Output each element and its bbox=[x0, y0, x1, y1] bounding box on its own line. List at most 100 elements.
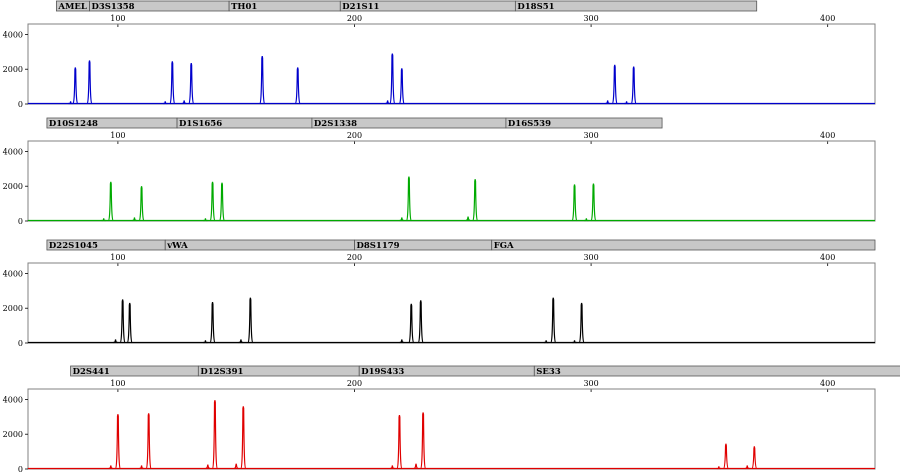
x-tick-label: 300 bbox=[583, 379, 598, 388]
plot-frame bbox=[27, 140, 876, 222]
plot-frame bbox=[27, 262, 876, 344]
x-tick-label: 200 bbox=[347, 131, 362, 140]
peak bbox=[465, 216, 471, 222]
marker-label: D3S1358 bbox=[92, 2, 135, 12]
plot-frame bbox=[27, 388, 876, 470]
marker-label: D12S391 bbox=[200, 367, 243, 377]
peak bbox=[472, 179, 478, 222]
peak bbox=[590, 183, 597, 222]
peak bbox=[119, 299, 126, 344]
x-tick-label: 100 bbox=[110, 253, 125, 262]
y-tick-label: 4000 bbox=[3, 395, 23, 404]
peak bbox=[86, 60, 93, 105]
marker-label: D21S11 bbox=[342, 2, 379, 12]
x-tick-label: 400 bbox=[820, 253, 835, 262]
x-tick-label: 300 bbox=[583, 131, 598, 140]
peak bbox=[420, 412, 426, 470]
y-tick-label: 4000 bbox=[3, 30, 23, 39]
peak bbox=[108, 465, 114, 470]
marker-label: FGA bbox=[494, 241, 514, 251]
peak bbox=[389, 53, 396, 105]
x-tick-label: 400 bbox=[820, 131, 835, 140]
peak bbox=[390, 465, 395, 470]
peak bbox=[624, 101, 629, 105]
peak bbox=[205, 464, 211, 470]
marker-label: D22S1045 bbox=[49, 241, 98, 251]
peak bbox=[417, 300, 424, 344]
marker-label: D10S1248 bbox=[49, 119, 98, 129]
x-tick-label: 400 bbox=[820, 379, 835, 388]
peak bbox=[203, 340, 208, 344]
peak bbox=[238, 339, 244, 344]
peak bbox=[550, 297, 557, 344]
peak bbox=[209, 302, 216, 344]
peak bbox=[163, 101, 168, 105]
y-tick-label: 2000 bbox=[3, 304, 23, 313]
peak bbox=[169, 61, 176, 105]
peak bbox=[723, 443, 729, 470]
peak bbox=[571, 184, 578, 222]
marker-bar bbox=[164, 239, 355, 251]
y-tick-label: 2000 bbox=[3, 430, 23, 439]
peak bbox=[72, 67, 79, 105]
peak bbox=[113, 339, 118, 344]
peak bbox=[203, 218, 208, 222]
y-tick-label: 0 bbox=[18, 217, 23, 226]
peak bbox=[572, 340, 577, 344]
peak bbox=[219, 182, 225, 222]
peak bbox=[399, 68, 405, 105]
marker-label: D2S441 bbox=[73, 367, 110, 377]
y-tick-label: 4000 bbox=[3, 147, 23, 156]
peak bbox=[751, 446, 758, 470]
x-tick-label: 200 bbox=[347, 253, 362, 262]
marker-bar bbox=[491, 239, 876, 251]
marker-bar bbox=[533, 365, 900, 377]
x-tick-label: 300 bbox=[583, 253, 598, 262]
y-tick-label: 2000 bbox=[3, 182, 23, 191]
y-tick-label: 4000 bbox=[3, 269, 23, 278]
peak bbox=[630, 66, 637, 105]
y-tick-label: 0 bbox=[18, 339, 23, 348]
peak bbox=[145, 413, 152, 470]
peak bbox=[139, 465, 144, 470]
peak bbox=[108, 181, 114, 222]
marker-bar bbox=[514, 0, 758, 12]
x-tick-label: 100 bbox=[110, 131, 125, 140]
peak bbox=[605, 100, 610, 105]
x-tick-label: 300 bbox=[583, 14, 598, 23]
y-tick-label: 2000 bbox=[3, 65, 23, 74]
y-tick-label: 0 bbox=[18, 100, 23, 109]
peak bbox=[259, 56, 266, 105]
peak bbox=[584, 218, 589, 222]
peak bbox=[413, 463, 419, 470]
peak bbox=[396, 414, 403, 470]
peak bbox=[611, 64, 618, 105]
marker-label: AMEL bbox=[57, 2, 86, 12]
peak bbox=[408, 303, 415, 344]
peak bbox=[209, 181, 216, 222]
peak bbox=[132, 217, 137, 222]
marker-label: TH01 bbox=[231, 2, 257, 12]
marker-label: D8S1179 bbox=[356, 241, 399, 251]
peak bbox=[406, 176, 412, 222]
marker-label: vWA bbox=[166, 241, 188, 251]
peak bbox=[233, 463, 239, 470]
peak bbox=[240, 406, 247, 470]
x-tick-label: 100 bbox=[110, 14, 125, 23]
peak bbox=[399, 217, 405, 222]
marker-label: D19S433 bbox=[361, 367, 404, 377]
plot-frame bbox=[27, 23, 876, 105]
x-tick-label: 100 bbox=[110, 379, 125, 388]
x-tick-label: 200 bbox=[347, 379, 362, 388]
peak bbox=[212, 400, 218, 470]
peak bbox=[115, 414, 121, 470]
x-tick-label: 400 bbox=[820, 14, 835, 23]
marker-label: D16S539 bbox=[508, 119, 551, 129]
marker-bar bbox=[505, 117, 663, 129]
peak bbox=[68, 101, 73, 105]
marker-label: D18S51 bbox=[517, 2, 554, 12]
peak bbox=[126, 302, 133, 344]
